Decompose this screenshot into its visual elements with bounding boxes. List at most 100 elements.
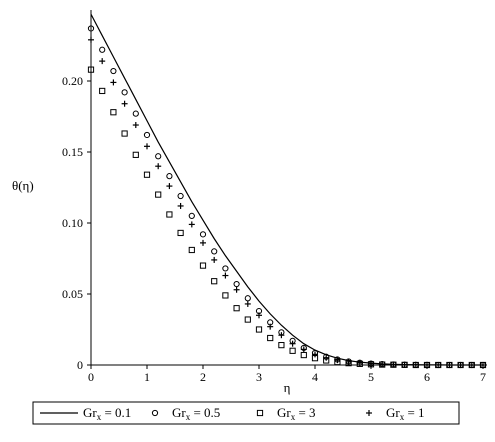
data-point-plus — [244, 300, 251, 307]
data-point-circle — [155, 153, 162, 160]
axes — [90, 10, 487, 366]
data-point-plus — [267, 323, 274, 330]
data-point-square — [267, 334, 274, 342]
x-tick-label: 1 — [144, 370, 150, 384]
x-tick-label: 3 — [256, 370, 262, 384]
data-point-square — [87, 66, 95, 73]
x-tick-label: 7 — [480, 370, 486, 384]
data-point-square — [300, 351, 307, 359]
legend-label-subscript: x — [186, 412, 191, 422]
y-tick-label: 0.05 — [62, 287, 83, 301]
legend-label-main: Gr — [386, 405, 400, 420]
legend-label-value: = 1 — [404, 405, 424, 420]
data-point-square — [222, 292, 229, 299]
data-point-plus — [88, 36, 94, 43]
data-point-circle — [143, 131, 151, 139]
data-point-circle — [177, 192, 184, 200]
data-point-plus — [312, 351, 318, 358]
legend-label: Grx = 0.1 — [83, 405, 131, 422]
legend-item: Grx = 0.1 — [40, 405, 131, 422]
data-point-circle — [87, 25, 95, 32]
data-point-plus — [468, 362, 475, 368]
data-point-plus — [356, 360, 363, 367]
legend-label-value: = 0.5 — [190, 405, 220, 420]
data-point-plus — [480, 362, 486, 368]
legend-label-value: = 0.1 — [101, 405, 131, 420]
data-point-plus — [99, 58, 106, 65]
data-point-plus — [144, 143, 150, 150]
data-point-plus — [435, 362, 442, 368]
y-tick-label: 0.15 — [62, 145, 83, 159]
data-point-plus — [211, 256, 218, 263]
data-point-square — [289, 347, 296, 354]
legend-label-subscript: x — [400, 412, 405, 422]
x-tick-label: 4 — [312, 370, 318, 384]
legend: Grx = 0.1 Grx = 0.5 Grx = 3 Grx = 1 — [32, 401, 460, 425]
x-tick-label: 0 — [88, 370, 94, 384]
data-point-plus — [132, 122, 139, 129]
data-point-square — [166, 211, 173, 218]
data-point-plus — [278, 332, 285, 339]
data-point-plus — [379, 361, 386, 368]
series-circle — [87, 25, 487, 369]
data-point-plus — [446, 362, 453, 368]
legend-label: Grx = 0.5 — [172, 405, 220, 422]
legend-swatch-plus — [366, 410, 372, 416]
legend-label: Grx = 3 — [277, 405, 316, 422]
data-point-plus — [401, 361, 408, 368]
legend-swatch-circle — [151, 409, 159, 417]
data-point-plus — [222, 272, 229, 279]
data-point-square — [177, 229, 184, 237]
data-point-square — [244, 316, 251, 323]
legend-label-value: = 3 — [295, 405, 315, 420]
data-point-circle — [188, 212, 195, 219]
legend-label-main: Gr — [277, 405, 291, 420]
data-point-plus — [323, 354, 330, 361]
data-point-square — [255, 326, 263, 333]
data-point-plus — [424, 362, 430, 368]
data-point-circle — [121, 89, 128, 96]
data-point-plus — [155, 163, 162, 170]
series-line — [90, 13, 483, 366]
data-point-circle — [199, 231, 207, 238]
ticks: 0 1 2 3 4 5 6 7 0 0.05 0.10 0.15 0.20 — [62, 74, 486, 384]
data-point-circle — [99, 46, 106, 53]
legend-label: Grx = 1 — [386, 405, 425, 422]
data-point-square — [143, 171, 151, 178]
data-point-circle — [222, 265, 229, 272]
data-point-circle — [244, 295, 251, 302]
x-axis-label: η — [284, 380, 291, 395]
legend-item: Grx = 1 — [366, 405, 425, 422]
data-point-plus — [390, 361, 397, 368]
x-tick-label: 6 — [424, 370, 430, 384]
data-point-plus — [368, 360, 374, 367]
y-tick-label: 0 — [77, 358, 83, 372]
data-point-circle — [166, 173, 173, 180]
data-point-plus — [177, 202, 184, 209]
data-point-plus — [166, 183, 173, 190]
legend-item: Grx = 3 — [256, 405, 316, 422]
data-point-plus — [188, 221, 195, 228]
data-point-circle — [132, 110, 139, 117]
data-point-plus — [233, 286, 240, 293]
data-point-circle — [211, 248, 218, 255]
data-point-plus — [256, 312, 262, 319]
data-point-square — [199, 262, 207, 269]
data-point-plus — [334, 357, 341, 364]
y-axis-label: θ(η) — [12, 178, 34, 193]
data-point-plus — [412, 361, 419, 368]
data-point-square — [99, 87, 106, 95]
legend-label-subscript: x — [291, 412, 296, 422]
legend-label-main: Gr — [83, 405, 97, 420]
data-point-square — [278, 342, 285, 349]
data-point-plus — [121, 100, 128, 107]
x-tick-label: 2 — [200, 370, 206, 384]
data-point-plus — [345, 358, 352, 365]
data-point-plus — [200, 239, 206, 246]
data-point-square — [132, 151, 139, 158]
legend-box — [32, 401, 460, 425]
data-point-circle — [233, 280, 240, 288]
data-point-plus — [110, 79, 117, 86]
x-tick-label: 5 — [368, 370, 374, 384]
